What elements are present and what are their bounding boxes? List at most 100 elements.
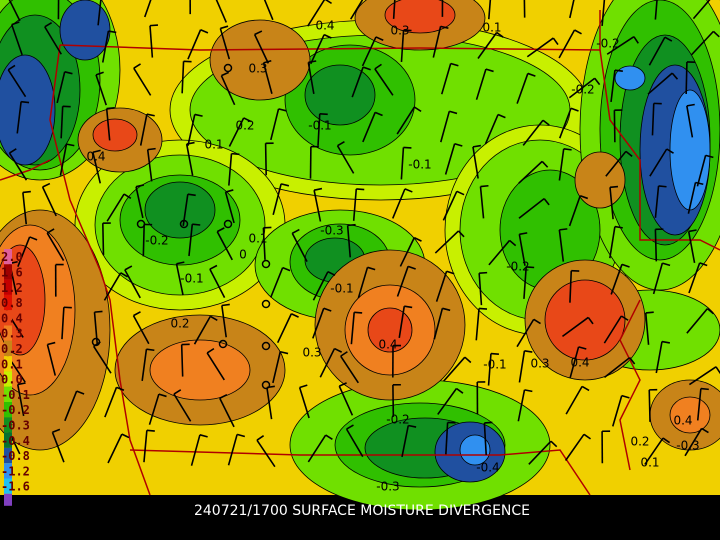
barb-shaft <box>604 357 631 378</box>
barb-flag <box>291 228 300 235</box>
barb-flag <box>116 386 125 391</box>
barb-flag <box>629 357 636 365</box>
barb-flag <box>587 316 594 325</box>
barb-shaft <box>526 37 554 58</box>
legend-label: -0.8 <box>1 449 30 463</box>
barb-flag <box>570 107 579 112</box>
barb-flag <box>42 182 51 188</box>
barb-flag <box>408 424 417 428</box>
barb-flag <box>524 389 533 393</box>
barb-shaft <box>101 30 110 63</box>
barb-flag <box>446 270 455 275</box>
barb-shaft <box>483 422 487 455</box>
state-boundaries <box>0 10 720 496</box>
barb-shaft <box>609 226 616 259</box>
barb-shaft <box>181 61 185 94</box>
barb-flag <box>454 142 463 147</box>
barb-flag <box>480 184 489 188</box>
barb-flag <box>106 106 115 110</box>
barb-flag <box>47 341 56 346</box>
barb-flag <box>550 440 558 448</box>
legend-label: 0.3 <box>1 327 23 341</box>
barb-flag <box>543 198 550 206</box>
barb-flag <box>658 185 667 188</box>
barb-shaft <box>263 0 274 21</box>
contour-label: 0.1 <box>640 456 659 470</box>
barb-shaft <box>56 71 66 104</box>
barb-shaft <box>644 312 650 345</box>
barb-shaft <box>685 61 688 94</box>
barb-flag <box>93 341 101 347</box>
barb-shaft <box>188 224 194 257</box>
barb-shaft <box>61 307 65 340</box>
barb-shaft <box>362 112 376 143</box>
barb-shaft <box>692 0 711 20</box>
barb-shaft <box>565 385 583 415</box>
barb-flag <box>509 239 517 247</box>
barb-shaft <box>564 433 585 461</box>
barb-shaft <box>648 389 651 422</box>
barb-flag <box>9 148 17 154</box>
barb-shaft <box>182 194 189 226</box>
barb-shaft <box>687 231 696 264</box>
barb-shaft <box>7 69 27 98</box>
contour-label: -0.1 <box>308 119 331 133</box>
barb-flag <box>524 350 533 353</box>
barb-flag <box>243 117 252 123</box>
barb-shaft <box>568 195 581 227</box>
barb-shaft <box>528 440 552 465</box>
barb-shaft <box>352 188 358 221</box>
barb-flag <box>231 152 240 156</box>
barb-flag <box>479 271 488 274</box>
barb-flag <box>614 69 623 72</box>
legend-label: -1.2 <box>1 464 30 478</box>
barb-flag <box>620 315 629 321</box>
contour-labels: 0.3 0.3 0.1 -0.2 0.2 0.1 -0.1 0.4 -0.3 -0.2 -0.1 0.… <box>86 19 699 494</box>
barb-flag <box>526 266 535 269</box>
barb-shaft <box>432 26 442 58</box>
barb-shaft <box>216 231 233 261</box>
barb-shaft <box>219 397 235 428</box>
contour-label: 0.2 <box>235 119 254 133</box>
barb-shaft <box>8 152 28 181</box>
barb-flag <box>52 428 61 434</box>
barb-flag <box>263 59 272 64</box>
barb-flag <box>147 147 156 151</box>
barb-shaft <box>64 390 78 422</box>
contour-label: -0.3 <box>320 224 343 238</box>
barb-flag <box>158 393 167 398</box>
barb-shaft <box>687 182 697 214</box>
barb-shaft <box>107 433 123 464</box>
barb-flag <box>527 72 536 77</box>
legend-swatch <box>4 478 12 494</box>
contour-label: 0.3 <box>248 62 267 76</box>
legend-swatch <box>4 432 12 448</box>
barb-flag <box>192 223 201 226</box>
barb-shaft <box>307 0 326 27</box>
barb-shaft <box>338 385 354 416</box>
contour-label: 0.1 <box>482 21 501 35</box>
barb-shaft <box>146 149 153 182</box>
barb-flag <box>194 113 203 117</box>
contour-label: 0 <box>239 248 247 262</box>
barb-flag <box>186 141 195 145</box>
barb-flag <box>124 265 133 271</box>
barb-shaft <box>272 351 282 384</box>
barb-flag <box>519 232 528 236</box>
contour-label: -0.3 <box>676 439 699 453</box>
barb-shaft <box>51 432 65 463</box>
contour-label: -0.1 <box>483 358 506 372</box>
contour-label: -0.2 <box>386 413 409 427</box>
barb-flag <box>216 227 225 233</box>
barb-flag <box>664 36 673 42</box>
barb-shaft <box>220 75 236 106</box>
barb-shaft <box>648 36 666 66</box>
barb-shaft <box>374 68 394 96</box>
barb-shaft <box>10 24 23 56</box>
barb-shaft <box>601 0 606 27</box>
legend-swatch <box>4 463 12 479</box>
barb-shaft <box>654 185 660 218</box>
barb-flag <box>346 424 354 430</box>
barb-shaft <box>313 190 322 222</box>
barb-flag <box>614 225 623 229</box>
